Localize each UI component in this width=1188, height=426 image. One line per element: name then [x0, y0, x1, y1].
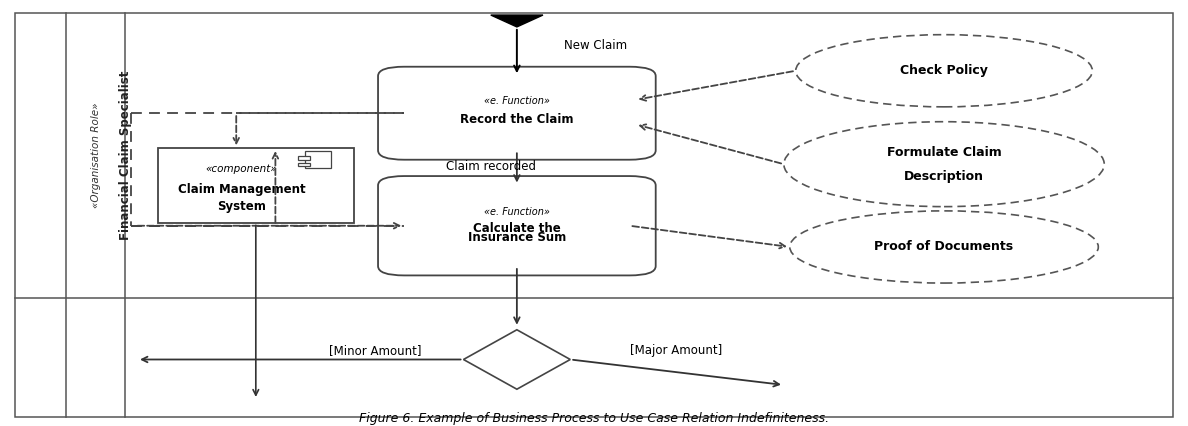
Text: «component»: «component»	[206, 164, 278, 174]
Text: «Organisation Role»: «Organisation Role»	[90, 103, 101, 208]
Text: Claim recorded: Claim recorded	[446, 160, 536, 173]
Text: Proof of Documents: Proof of Documents	[874, 240, 1013, 253]
Ellipse shape	[796, 35, 1093, 107]
Bar	[298, 156, 310, 160]
Text: New Claim: New Claim	[564, 39, 627, 52]
Text: Figure 6. Example of Business Process to Use Case Relation Indefiniteness.: Figure 6. Example of Business Process to…	[359, 412, 829, 425]
Text: [Major Amount]: [Major Amount]	[630, 345, 722, 357]
Text: Claim Management: Claim Management	[178, 183, 305, 196]
Polygon shape	[491, 15, 543, 27]
Text: System: System	[217, 200, 266, 213]
Text: Insurance Sum: Insurance Sum	[468, 231, 565, 244]
Text: [Minor Amount]: [Minor Amount]	[329, 345, 422, 357]
FancyBboxPatch shape	[378, 176, 656, 276]
Text: Calculate the: Calculate the	[473, 222, 561, 235]
Text: Check Policy: Check Policy	[901, 64, 988, 77]
FancyBboxPatch shape	[378, 67, 656, 160]
Bar	[298, 163, 310, 166]
Bar	[158, 148, 354, 222]
Text: «e. Function»: «e. Function»	[484, 207, 550, 217]
Text: «e. Function»: «e. Function»	[484, 95, 550, 106]
Text: Financial Claim Specialist: Financial Claim Specialist	[119, 71, 132, 240]
Ellipse shape	[790, 211, 1099, 283]
Text: Formulate Claim: Formulate Claim	[886, 146, 1001, 159]
Text: Description: Description	[904, 170, 984, 183]
Text: Record the Claim: Record the Claim	[460, 112, 574, 126]
Ellipse shape	[784, 122, 1104, 207]
Polygon shape	[463, 330, 570, 389]
Bar	[305, 151, 331, 168]
